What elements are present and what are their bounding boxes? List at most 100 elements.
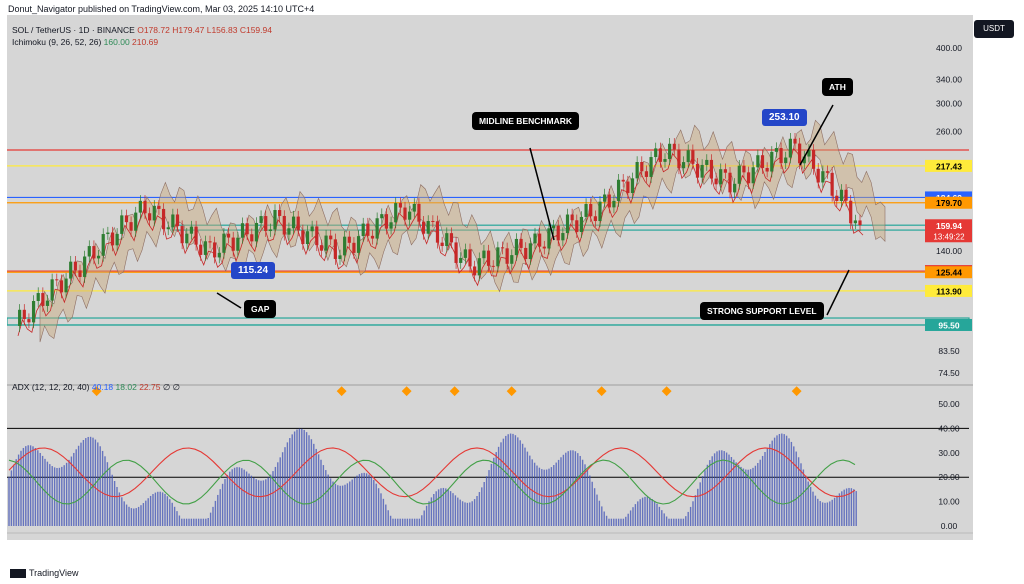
candle-body: [264, 216, 268, 232]
candle-body: [380, 214, 384, 219]
candle-body: [486, 250, 491, 266]
candle-body: [700, 164, 704, 178]
candle-body: [310, 226, 314, 232]
candle-body: [394, 203, 398, 223]
candle-body: [254, 222, 259, 242]
candle-body: [807, 149, 811, 157]
time-axis: FebMarAprMayJunJulAugSepOctNovDec2025Feb…: [7, 532, 973, 534]
candle-body: [603, 194, 607, 202]
candle-body: [788, 138, 792, 158]
candle-body: [175, 214, 180, 227]
midline-pointer: [529, 147, 555, 241]
candle-body: [811, 149, 816, 169]
candle-body: [565, 214, 570, 234]
candle-body: [375, 218, 379, 239]
candle-body: [426, 220, 430, 234]
price-label-4: 217.43: [936, 161, 962, 171]
candle-body: [213, 242, 217, 258]
candle-body: [347, 236, 351, 243]
candle-body: [329, 235, 333, 240]
candle-body: [27, 319, 31, 323]
publish-info: Donut_Navigator published on TradingView…: [8, 4, 315, 14]
adx-signal-marker-2: [401, 386, 412, 397]
candle-body: [236, 237, 240, 251]
candle-body: [203, 241, 207, 255]
candle-body: [431, 220, 435, 222]
candle-body: [737, 165, 741, 184]
low-value: L156.83: [206, 25, 238, 35]
candle-body: [273, 210, 277, 230]
adx-extra: ∅ ∅: [162, 382, 181, 392]
adx-label: ADX (12, 12, 20, 40): [12, 382, 90, 392]
candle-body: [268, 229, 272, 232]
candle-body: [612, 200, 616, 208]
candle-body: [408, 211, 412, 220]
candle-body: [551, 225, 556, 229]
ath-pointer: [799, 104, 834, 166]
annotation-gap: GAP: [244, 300, 277, 318]
candle-body: [844, 189, 848, 201]
candle-body: [449, 233, 454, 243]
candle-body: [695, 163, 700, 178]
candle-body: [756, 155, 760, 168]
candle-body: [421, 221, 426, 234]
candle-body: [134, 212, 138, 231]
price-label-12: 95.50: [938, 320, 960, 330]
chart-area[interactable]: 400.00340.00300.00260.00217.43184.69179.…: [7, 15, 973, 540]
candle-body: [477, 258, 481, 276]
candle-body: [315, 226, 319, 246]
candle-body: [115, 233, 119, 246]
candle-body: [719, 169, 723, 185]
candle-body: [31, 300, 36, 323]
candle-body: [760, 155, 765, 168]
ichimoku-cloud: [39, 119, 886, 343]
candle-body: [853, 220, 857, 224]
tradingview-logo-icon: [10, 569, 26, 579]
price-label-6: 179.70: [936, 198, 962, 208]
candle-body: [491, 265, 495, 267]
candle-body: [742, 165, 746, 173]
candle-body: [500, 247, 505, 249]
candle-body: [556, 225, 560, 241]
candle-body: [120, 215, 124, 234]
candle-body: [83, 256, 87, 277]
candle-body: [533, 233, 537, 244]
ichimoku-value-1: 160.00: [103, 37, 130, 47]
candle-body: [784, 157, 788, 164]
candle-body: [352, 242, 356, 253]
candle-body: [143, 200, 147, 214]
price-label-bg-4: [925, 159, 972, 172]
candle-body: [250, 234, 254, 242]
high-value: H179.47: [172, 25, 205, 35]
price-tick-8: 140.00: [936, 246, 962, 256]
candle-body: [774, 148, 779, 152]
candle-body: [282, 215, 286, 235]
adx-signal-marker-1: [336, 386, 347, 397]
adx-histogram: [8, 428, 857, 526]
adx-tick-2: 30.00: [938, 448, 960, 458]
candle-body: [278, 210, 282, 216]
close-value: C159.94: [239, 25, 272, 35]
candle-body: [22, 309, 26, 320]
candle-body: [180, 226, 184, 244]
price-chart-svg[interactable]: 400.00340.00300.00260.00217.43184.69179.…: [7, 15, 973, 540]
candle-body: [64, 278, 68, 293]
candle-body: [681, 162, 686, 169]
candle-body: [338, 255, 342, 259]
candle-body: [333, 239, 337, 259]
adx-value-1: 40.18: [91, 382, 114, 392]
candle-body: [649, 157, 653, 177]
candle-body: [389, 222, 393, 229]
candle-body: [654, 148, 658, 158]
gap-price-callout: 115.24: [231, 262, 276, 279]
candle-body: [723, 169, 727, 173]
candle-body: [296, 216, 300, 231]
candle-body: [370, 235, 375, 239]
candle-body: [245, 223, 249, 235]
currency-badge[interactable]: USDT: [974, 20, 1014, 38]
candle-body: [686, 150, 690, 163]
price-label-bg-12: [925, 318, 972, 331]
candle-body: [36, 293, 40, 301]
candle-body: [691, 150, 695, 164]
adx-value-3: 22.75: [139, 382, 161, 392]
